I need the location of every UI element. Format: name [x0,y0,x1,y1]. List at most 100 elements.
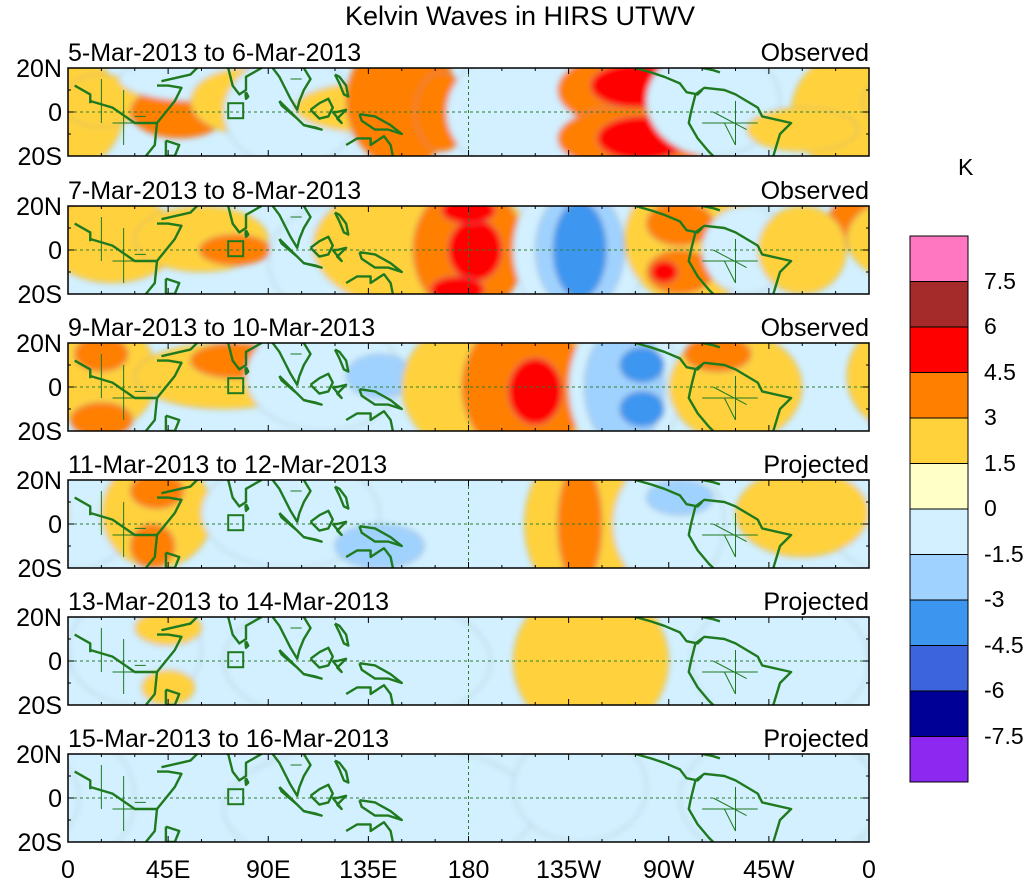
country-borders [100,480,758,558]
region-box [227,788,245,806]
tick-marks [67,67,870,157]
colorbar-units: K [958,154,974,180]
tick-marks [67,479,870,569]
colorbar-tick-label: 7.5 [984,267,1016,294]
colorbar-swatch [909,235,969,282]
country-borders [100,206,758,284]
latitude-tick-label: 20S [17,143,62,171]
colorbar-swatch [909,372,969,419]
panel-5 [67,616,870,706]
contour-region [198,234,271,266]
colorbar-tick-label: 6 [984,313,997,339]
longitude-tick-label: 45W [743,856,795,884]
latitude-tick-label: 20S [17,281,62,309]
panel-period: 11-Mar-2013 to 12-Mar-2013 [68,451,388,479]
latitude-tick-label: 0 [48,648,62,676]
region-box [227,240,245,258]
panel-2 [67,205,870,295]
longitude-tick-label: 0 [61,856,75,884]
contour-region [619,391,665,427]
country-borders [100,68,758,146]
panel-1 [67,67,870,157]
panel-4 [67,479,870,569]
country-borders [100,617,758,695]
panel-status-label: Observed [760,177,869,205]
panel-period: 9-Mar-2013 to 10-Mar-2013 [68,314,376,342]
panel-6 [67,753,870,843]
latitude-tick-label: 20S [17,692,62,720]
longitude-tick-label: 90E [246,856,291,884]
chart-title: Kelvin Waves in HIRS UTWV [344,1,696,31]
colorbar-tick-label: -7.5 [984,722,1024,749]
latitude-tick-label: 20N [16,604,62,632]
tick-marks [67,342,870,432]
colorbar-tick-label: 4.5 [984,358,1016,385]
coastlines [74,343,793,431]
contour-region [508,358,563,425]
contour-region [619,347,665,383]
latitude-tick-label: 0 [48,99,62,127]
latitude-tick-label: 20N [16,330,62,358]
contour-region [684,343,752,372]
latitude-tick-label: 20N [16,193,62,221]
coastlines [74,480,793,568]
contour-region [448,218,503,282]
latitude-tick-label: 0 [48,511,62,539]
latitude-tick-label: 20N [16,467,62,495]
latitude-tick-label: 20S [17,418,62,446]
contour-region [130,480,184,509]
contour-region [69,402,133,431]
panel-period: 15-Mar-2013 to 16-Mar-2013 [68,725,389,753]
tick-marks [67,616,870,706]
colorbar-swatch [909,281,969,328]
colorbar-swatch [909,417,969,464]
coastlines [74,617,793,705]
longitude-tick-label: 0 [862,856,876,884]
panel-status-label: Projected [763,451,869,479]
colorbar-swatch [909,463,969,510]
latitude-tick-label: 0 [48,374,62,402]
region-box [227,651,245,669]
colorbar-swatch [909,508,969,555]
latitude-tick-label: 0 [48,237,62,265]
longitude-tick-label: 90W [643,856,695,884]
latitude-tick-label: 20S [17,829,62,857]
panel-period: 5-Mar-2013 to 6-Mar-2013 [68,39,362,67]
coastlines [74,754,793,842]
tick-marks [67,205,870,295]
region-box [227,514,245,532]
contour-region [846,206,869,273]
latitude-tick-label: 20N [16,741,62,769]
panel-status-label: Observed [760,314,869,342]
latitude-tick-label: 0 [48,785,62,813]
colorbar-swatch [909,599,969,646]
colorbar-tick-label: 3 [984,404,997,430]
contour-region [650,260,678,284]
colorbar-tick-label: -6 [984,677,1005,703]
country-borders [100,754,758,832]
contour-region [334,523,425,568]
colorbar [909,235,969,783]
region-box [227,377,245,395]
contour-region [862,85,869,117]
colorbar-swatch [909,326,969,373]
panel-period: 7-Mar-2013 to 8-Mar-2013 [68,177,362,205]
colorbar-swatch [909,645,969,692]
contour-region [512,754,647,842]
colorbar-swatch [909,736,969,783]
contour-region [430,276,485,294]
colorbar-tick-label: 0 [984,495,997,521]
panel-status-label: Projected [763,725,869,753]
colorbar-tick-label: 1.5 [984,449,1016,476]
contour-region [846,343,869,421]
coastlines [74,206,793,294]
contour-region [746,107,859,152]
colorbar-swatch [909,554,969,601]
longitude-tick-label: 135E [339,856,398,884]
country-borders [100,343,758,421]
latitude-tick-label: 20S [17,555,62,583]
colorbar-tick-label: -1.5 [984,540,1024,567]
longitude-tick-label: 135W [535,856,602,884]
coastlines [74,68,793,156]
